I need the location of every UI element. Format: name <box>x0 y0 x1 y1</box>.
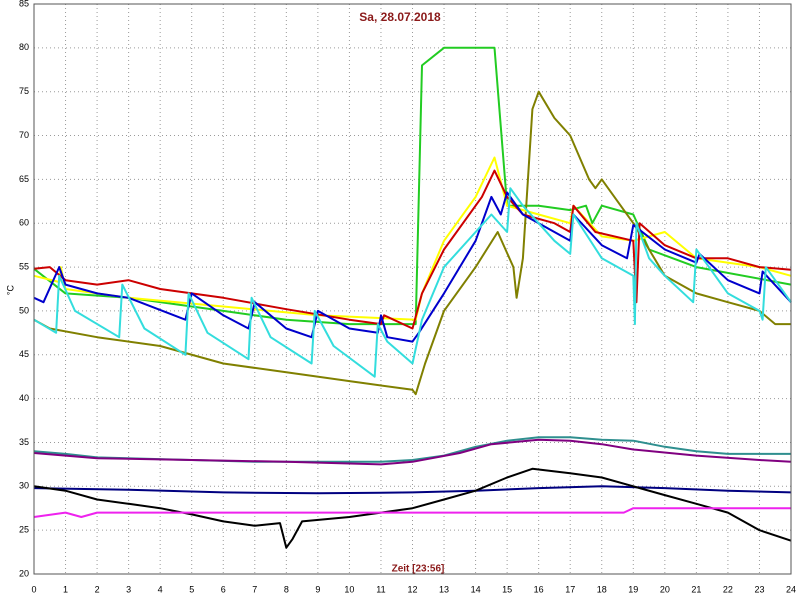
x-tick-label: 7 <box>252 584 257 594</box>
y-tick-label: 65 <box>19 174 29 184</box>
y-axis-label: °C <box>5 284 15 295</box>
x-tick-label: 6 <box>221 584 226 594</box>
y-tick-label: 85 <box>19 0 29 8</box>
x-tick-label: 0 <box>31 584 36 594</box>
y-tick-label: 60 <box>19 218 29 228</box>
y-tick-label: 20 <box>19 568 29 578</box>
x-tick-label: 14 <box>471 584 481 594</box>
x-tick-label: 17 <box>565 584 575 594</box>
x-tick-label: 23 <box>754 584 764 594</box>
x-tick-label: 3 <box>126 584 131 594</box>
x-tick-label: 13 <box>439 584 449 594</box>
plot-frame <box>33 3 792 575</box>
y-tick-label: 70 <box>19 130 29 140</box>
chart-title: Sa, 28.07.2018 <box>359 10 441 24</box>
x-tick-label: 15 <box>502 584 512 594</box>
series-line <box>33 438 792 466</box>
y-tick-label: 55 <box>19 261 29 271</box>
x-tick-label: 21 <box>691 584 701 594</box>
x-axis-label: Zeit [23:56] <box>392 564 445 575</box>
x-tick-label: 2 <box>95 584 100 594</box>
y-tick-label: 45 <box>19 349 29 359</box>
x-tick-label: 20 <box>660 584 670 594</box>
y-tick-label: 25 <box>19 525 29 535</box>
x-tick-label: 16 <box>534 584 544 594</box>
lines <box>33 46 792 549</box>
series-line <box>33 187 792 378</box>
y-tick-label: 80 <box>19 42 29 52</box>
x-tick-label: 11 <box>376 584 385 594</box>
x-tick-label: 22 <box>723 584 733 594</box>
series-line <box>33 169 792 330</box>
x-tick-label: 24 <box>786 584 796 594</box>
y-tick-label: 40 <box>19 393 29 403</box>
x-tick-label: 19 <box>628 584 638 594</box>
y-tick-label: 50 <box>19 305 29 315</box>
x-tick-label: 1 <box>63 584 68 594</box>
x-tick-label: 10 <box>344 584 354 594</box>
x-tick-label: 9 <box>315 584 320 594</box>
x-tick-label: 18 <box>597 584 607 594</box>
x-tick-label: 12 <box>407 584 417 594</box>
series-line <box>33 507 791 518</box>
y-tick-label: 35 <box>19 437 29 447</box>
x-tick-label: 8 <box>284 584 289 594</box>
y-tick-label: 75 <box>19 86 29 96</box>
x-tick-label: 5 <box>189 584 194 594</box>
y-tick-label: 30 <box>19 481 29 491</box>
series-line <box>33 46 792 326</box>
x-tick-label: 4 <box>158 584 163 594</box>
